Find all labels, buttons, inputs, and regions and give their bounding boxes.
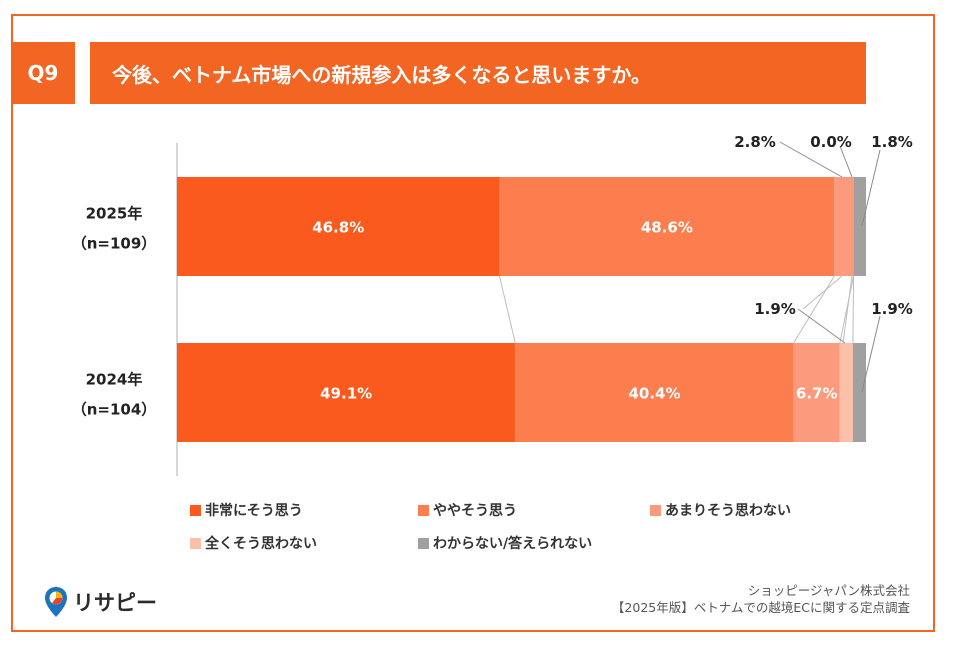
bar-segment (834, 177, 854, 276)
category-label-n: （n=109） (72, 235, 157, 253)
bar-segment (499, 177, 835, 276)
logo-text: リサピー (73, 591, 157, 615)
outer-frame (11, 14, 935, 632)
value-label-outside: 1.9% (754, 300, 796, 318)
bar-segment (177, 177, 500, 276)
leader-line (861, 315, 881, 393)
value-label-outside: 2.8% (734, 133, 776, 151)
legend-item: 非常にそう思う (190, 500, 303, 520)
source-company: ショッピージャパン株式会社 (747, 583, 910, 598)
legend-label: 全くそう思わない (205, 536, 317, 552)
connector-line (852, 275, 855, 344)
category-label-year: 2025年 (86, 205, 143, 223)
bar-segment (515, 343, 794, 442)
pin-logo-icon (45, 587, 67, 617)
legend-label: あまりそう思わない (665, 503, 791, 519)
source-note: ショッピージャパン株式会社 【2025年版】ベトナムでの越境ECに関する定点調査 (612, 582, 910, 616)
value-label: 49.1% (320, 385, 372, 403)
connector-line (498, 275, 516, 344)
value-label-outside: 0.0% (810, 133, 852, 151)
bar-segment (839, 343, 853, 442)
legend-swatch (190, 537, 201, 549)
legend-swatch (190, 504, 201, 516)
risapi-logo: リサピー (44, 586, 157, 618)
value-label: 6.7% (796, 385, 838, 403)
question-number: Q9 (11, 42, 75, 104)
legend-swatch (650, 504, 661, 516)
connector-line (793, 275, 835, 344)
connector-line (802, 275, 843, 310)
legend-swatch (418, 504, 429, 516)
legend-item: 全くそう思わない (190, 533, 317, 553)
legend-swatch (418, 537, 429, 549)
legend-label: ややそう思う (433, 503, 517, 519)
legend-label: わからない/答えられない (433, 536, 593, 552)
connector-line (842, 275, 853, 344)
leader-line (861, 149, 881, 227)
bar-segment (793, 343, 840, 442)
bar-segment (853, 177, 866, 276)
legend-item: あまりそう思わない (650, 500, 791, 520)
value-label-outside: 1.8% (871, 133, 913, 151)
value-label: 40.4% (628, 385, 680, 403)
category-label-year: 2024年 (86, 371, 143, 389)
leader-line (797, 308, 846, 344)
value-label: 46.8% (312, 219, 364, 237)
legend-label: 非常にそう思う (205, 503, 303, 519)
value-label: 48.6% (641, 219, 693, 237)
bar-segment (177, 343, 516, 442)
legend-item: わからない/答えられない (418, 533, 592, 553)
question-title: 今後、ベトナム市場への新規参入は多くなると思いますか。 (90, 42, 866, 104)
source-survey: 【2025年版】ベトナムでの越境ECに関する定点調査 (611, 600, 910, 615)
bar-segment (852, 343, 866, 442)
value-label-outside: 1.9% (871, 300, 913, 318)
leader-line (839, 145, 853, 178)
connector-line (839, 275, 855, 344)
category-label-n: （n=104） (72, 401, 157, 419)
legend-item: ややそう思う (418, 500, 517, 520)
leader-line (779, 141, 843, 178)
